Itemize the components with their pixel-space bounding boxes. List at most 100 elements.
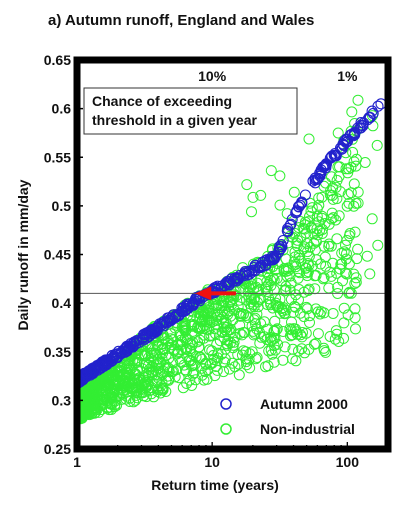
non-industrial-point bbox=[187, 368, 199, 380]
non-industrial-point bbox=[333, 210, 345, 222]
non-industrial-point bbox=[289, 246, 301, 258]
non-industrial-point bbox=[132, 382, 144, 394]
non-industrial-point bbox=[196, 369, 208, 381]
non-industrial-point bbox=[327, 257, 339, 269]
non-industrial-point bbox=[95, 400, 107, 412]
non-industrial-point bbox=[262, 279, 274, 291]
non-industrial-point bbox=[286, 329, 298, 341]
non-industrial-point bbox=[284, 323, 296, 335]
non-industrial-point bbox=[352, 94, 364, 106]
non-industrial-point bbox=[269, 264, 281, 276]
non-industrial-point bbox=[287, 343, 299, 355]
non-industrial-point bbox=[265, 299, 277, 311]
non-industrial-point bbox=[265, 165, 277, 177]
non-industrial-point bbox=[308, 338, 320, 350]
autumn-2000-point bbox=[325, 151, 337, 163]
non-industrial-point bbox=[279, 341, 291, 353]
non-industrial-point bbox=[292, 234, 304, 246]
non-industrial-point bbox=[175, 334, 187, 346]
autumn-2000-point bbox=[299, 189, 311, 201]
non-industrial-point bbox=[331, 267, 343, 279]
non-industrial-point bbox=[92, 389, 104, 401]
non-industrial-point bbox=[140, 380, 152, 392]
non-industrial-point bbox=[151, 375, 163, 387]
non-industrial-point bbox=[103, 392, 115, 404]
non-industrial-point bbox=[211, 338, 223, 350]
non-industrial-point bbox=[325, 270, 337, 282]
non-industrial-point bbox=[326, 171, 337, 183]
autumn-2000-point bbox=[274, 241, 286, 253]
non-industrial-point bbox=[293, 266, 305, 278]
non-industrial-point bbox=[290, 301, 302, 313]
autumn-2000-point bbox=[169, 310, 181, 322]
non-industrial-point bbox=[157, 342, 169, 354]
autumn-2000-point bbox=[147, 327, 159, 340]
non-industrial-point bbox=[359, 157, 371, 168]
non-industrial-point bbox=[340, 267, 351, 279]
top-axis-label: 10% bbox=[198, 68, 227, 84]
plot-area bbox=[77, 94, 388, 425]
autumn-2000-point bbox=[335, 143, 347, 156]
non-industrial-point bbox=[204, 330, 216, 342]
autumn-2000-point bbox=[156, 319, 168, 331]
y-tick-label: 0.4 bbox=[52, 295, 72, 311]
non-industrial-point bbox=[199, 366, 211, 378]
non-industrial-point bbox=[267, 302, 279, 314]
non-industrial-point bbox=[372, 239, 384, 251]
non-industrial-point bbox=[198, 309, 210, 321]
non-industrial-point bbox=[308, 228, 320, 240]
non-industrial-point bbox=[305, 222, 317, 234]
non-industrial-point bbox=[227, 314, 239, 326]
non-industrial-point bbox=[243, 353, 255, 365]
non-industrial-point bbox=[291, 328, 303, 340]
non-industrial-point bbox=[330, 325, 342, 337]
autumn-2000-point bbox=[88, 362, 100, 374]
autumn-2000-point bbox=[120, 345, 132, 357]
top-axis-label: 1% bbox=[337, 68, 358, 84]
non-industrial-point bbox=[241, 359, 253, 371]
non-industrial-point bbox=[286, 316, 297, 328]
non-industrial-point bbox=[233, 358, 245, 370]
non-industrial-point bbox=[246, 296, 257, 308]
non-industrial-point bbox=[108, 383, 120, 395]
non-industrial-point bbox=[309, 283, 321, 295]
non-industrial-point bbox=[250, 281, 262, 293]
x-tick-label: 1 bbox=[73, 454, 81, 470]
non-industrial-point bbox=[320, 260, 332, 272]
autumn-2000-point bbox=[133, 336, 145, 348]
non-industrial-point bbox=[121, 390, 132, 402]
non-industrial-point bbox=[217, 299, 229, 311]
non-industrial-point bbox=[266, 348, 278, 360]
non-industrial-point bbox=[187, 325, 199, 337]
non-industrial-point bbox=[338, 317, 350, 329]
non-industrial-point bbox=[364, 268, 376, 280]
non-industrial-point bbox=[152, 358, 164, 370]
non-industrial-point bbox=[320, 346, 332, 358]
non-industrial-point bbox=[224, 363, 235, 375]
non-industrial-point bbox=[312, 306, 324, 318]
non-industrial-point bbox=[290, 355, 302, 367]
annotation-text: Chance of exceeding bbox=[92, 93, 232, 109]
non-industrial-point bbox=[132, 372, 144, 384]
non-industrial-point bbox=[181, 378, 193, 389]
non-industrial-point bbox=[181, 350, 193, 362]
non-industrial-point bbox=[212, 352, 224, 364]
non-industrial-point bbox=[351, 253, 363, 265]
non-industrial-point bbox=[323, 238, 335, 250]
y-axis-label: Daily runoff in mm/day bbox=[15, 179, 31, 330]
non-industrial-point bbox=[343, 230, 355, 242]
non-industrial-point bbox=[153, 357, 165, 369]
autumn-2000-point bbox=[307, 175, 319, 187]
non-industrial-point bbox=[306, 260, 318, 272]
non-industrial-point bbox=[163, 362, 175, 374]
non-industrial-point bbox=[299, 347, 311, 359]
non-industrial-point bbox=[278, 264, 290, 276]
non-industrial-point bbox=[250, 318, 261, 330]
non-industrial-point bbox=[349, 303, 361, 315]
non-industrial-point bbox=[289, 300, 300, 312]
non-industrial-point bbox=[290, 259, 302, 270]
non-industrial-point bbox=[269, 344, 281, 356]
x-tick-label: 10 bbox=[204, 454, 220, 470]
non-industrial-point bbox=[245, 289, 257, 301]
non-industrial-point bbox=[147, 365, 159, 377]
